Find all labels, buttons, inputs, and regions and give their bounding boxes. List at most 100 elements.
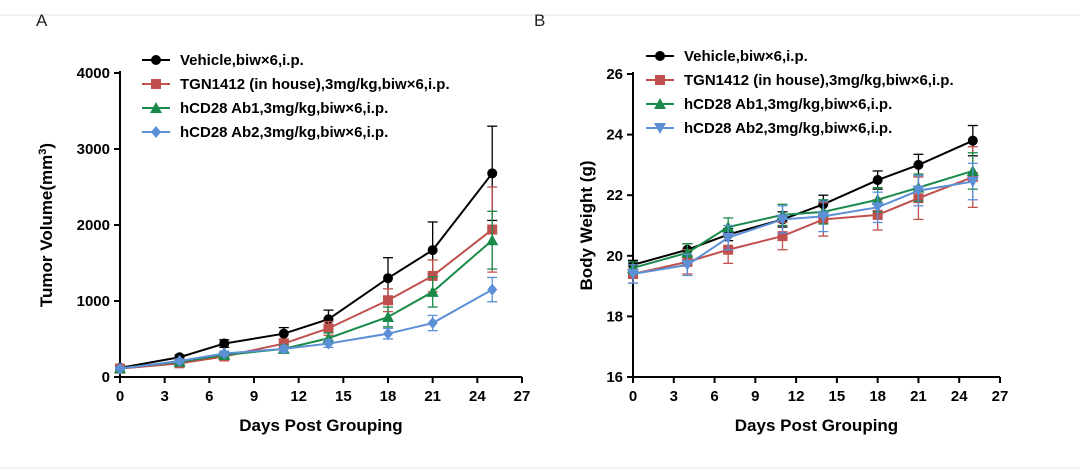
series-line [119,228,493,370]
y-tick-label: 18 [606,308,623,325]
data-point [219,347,230,360]
y-axis-title-close: ) [37,143,56,149]
y-tick-label: 26 [606,66,623,83]
legend-label: TGN1412 (in house),3mg/kg,biw×6,i.p. [684,72,954,89]
data-point [627,268,639,280]
data-point [912,185,925,197]
legend-marker [655,75,665,85]
chart-panel-a: A 0 3 6 9 12 15 18 21 24 27 0 1000 2000 3000 4000 Days P… [36,11,530,435]
legend-item-4: hCD28 Ab2,3mg/kg,biw×6,i.p. [142,124,388,141]
y-tick-label: 3000 [77,141,110,158]
legend-label: hCD28 Ab2,3mg/kg,biw×6,i.p. [180,124,388,141]
data-point [913,159,924,170]
y-tick-label: 22 [606,187,623,204]
series-line [632,170,974,269]
data-point [383,273,393,284]
x-tick-label: 24 [951,388,968,405]
x-tick-label: 27 [514,388,531,405]
y-axis-title: Body Weight (g) [577,161,596,291]
series-3 [627,152,979,275]
data-point [872,175,883,186]
x-tick-label: 0 [116,388,124,405]
series-1 [628,124,978,271]
data-point [323,323,334,334]
chart-panel-b: B 0 3 6 9 12 15 18 21 24 27 16 18 20 22 24 26 Days Post G… [534,11,1008,435]
data-point [871,202,884,214]
x-axis-title: Days Post Grouping [735,416,898,435]
data-point [383,327,393,340]
y-tick-label: 2000 [77,217,110,234]
x-tick-label: 15 [829,388,846,405]
legend-item-2: TGN1412 (in house),3mg/kg,biw×6,i.p. [646,72,954,89]
y-tick-label: 20 [606,248,623,265]
x-tick-label: 12 [290,388,307,405]
x-tick-label: 3 [160,388,168,405]
data-point [427,317,438,330]
y-tick-label: 24 [606,127,623,144]
x-tick-label: 6 [710,388,718,405]
series-4 [115,276,498,375]
legend-item-3: hCD28 Ab1,3mg/kg,biw×6,i.p. [646,96,892,113]
x-tick-label: 18 [380,388,397,405]
data-point [681,259,694,271]
series-line [119,172,494,369]
x-tick-label: 15 [335,388,352,405]
x-tick-label: 12 [788,388,805,405]
y-tick-label: 16 [606,369,623,386]
data-point [278,328,289,339]
data-point [115,362,125,375]
y-axis-title-text: Body Weight (g) [577,161,596,291]
data-point [426,285,439,297]
data-point [776,214,789,226]
x-tick-label: 24 [469,388,486,405]
y-axis-title-superscript: 3 [37,149,49,155]
data-point [323,337,334,350]
legend-marker [654,98,666,109]
legend-marker [654,123,666,134]
legend-label: Vehicle,biw×6,i.p. [684,48,808,65]
x-tick-label: 0 [629,388,637,405]
series-line [632,180,973,275]
y-axis-title: Tumor Volume(mm3) [37,143,56,307]
legend-marker [151,126,161,138]
x-tick-label: 3 [670,388,678,405]
data-point [427,270,438,281]
data-point [966,176,979,188]
legend-label: TGN1412 (in house),3mg/kg,biw×6,i.p. [180,76,450,93]
y-axis-title-text: Tumor Volume(mm [37,155,56,307]
data-point [967,135,978,146]
data-point [174,355,185,368]
x-tick-label: 21 [424,388,441,405]
panel-letter: B [534,11,545,30]
x-tick-label: 21 [910,388,927,405]
y-tick-label: 0 [102,369,110,386]
series-2 [628,146,978,284]
y-tick-label: 1000 [77,293,110,310]
series-3 [114,210,499,374]
x-tick-label: 6 [205,388,213,405]
data-point [383,295,393,306]
y-tick-label: 4000 [77,65,110,82]
data-point [817,211,830,223]
series-line [119,288,493,370]
x-tick-label: 27 [992,388,1009,405]
data-point [278,342,289,355]
legend-marker [655,51,665,61]
panel-letter: A [36,11,48,30]
legend-item-2: TGN1412 (in house),3mg/kg,biw×6,i.p. [142,76,450,93]
legend-item-1: Vehicle,biw×6,i.p. [646,48,808,65]
legend-label: hCD28 Ab2,3mg/kg,biw×6,i.p. [684,120,892,137]
legend-item-4: hCD28 Ab2,3mg/kg,biw×6,i.p. [646,120,892,137]
data-point [219,338,230,349]
x-tick-label: 9 [751,388,759,405]
data-point [486,234,499,246]
x-tick-label: 9 [250,388,258,405]
legend-item-3: hCD28 Ab1,3mg/kg,biw×6,i.p. [142,100,388,117]
data-point [487,283,498,296]
data-point [487,168,498,179]
data-point [681,246,694,258]
series-line [632,139,974,266]
legend-marker [151,55,161,65]
series-4 [627,162,979,284]
